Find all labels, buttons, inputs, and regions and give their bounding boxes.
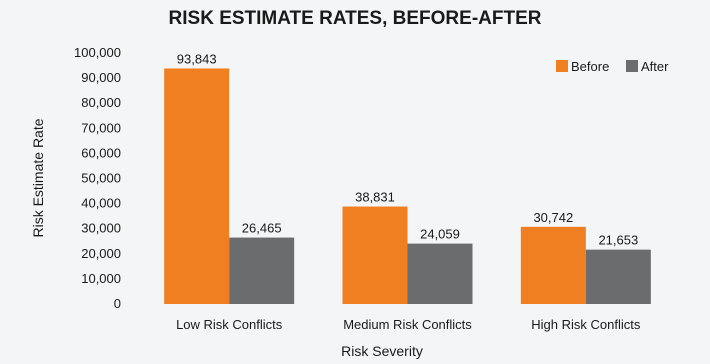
legend-swatch-before [556, 60, 568, 72]
chart-title: RISK ESTIMATE RATES, BEFORE-AFTER [169, 8, 542, 29]
data-label-after-1: 26,465 [242, 221, 282, 236]
bar-after-2 [407, 243, 473, 304]
data-label-after-2: 24,059 [420, 227, 460, 242]
data-label-before-3: 30,742 [533, 210, 573, 225]
x-axis-categories: Low Risk Conflicts Medium Risk Conflicts H… [176, 317, 641, 332]
data-label-after-3: 21,653 [598, 233, 638, 248]
x-category-label: High Risk Conflicts [531, 317, 641, 332]
bar-series [164, 68, 651, 304]
y-axis-ticks: 0 10,000 20,000 30,000 40,000 50,000 60,000 70,… [74, 45, 121, 311]
x-category-label: Medium Risk Conflicts [343, 317, 472, 332]
legend-label-after: After [641, 59, 669, 74]
y-tick-label: 100,000 [74, 45, 121, 60]
data-label-before-2: 38,831 [355, 190, 395, 205]
y-tick-label: 30,000 [81, 221, 121, 236]
y-tick-label: 60,000 [81, 145, 121, 160]
y-tick-label: 70,000 [81, 120, 121, 135]
legend: Before After [556, 59, 669, 74]
y-tick-label: 50,000 [81, 171, 121, 186]
y-axis-title: Risk Estimate Rate [30, 118, 46, 237]
bar-before-2 [342, 206, 408, 304]
data-labels: 93,843 26,465 38,831 24,059 30,742 21,653 [177, 51, 638, 247]
x-axis-title: Risk Severity [341, 343, 423, 359]
y-tick-label: 90,000 [81, 70, 121, 85]
bar-before-3 [520, 226, 586, 304]
bar-after-3 [585, 249, 651, 304]
y-tick-label: 40,000 [81, 196, 121, 211]
x-category-label: Low Risk Conflicts [176, 317, 283, 332]
bar-after-1 [229, 237, 295, 304]
data-label-before-1: 93,843 [177, 51, 217, 66]
bar-before-1 [164, 68, 230, 304]
legend-swatch-after [626, 60, 638, 72]
legend-label-before: Before [571, 59, 609, 74]
y-tick-label: 80,000 [81, 95, 121, 110]
y-tick-label: 20,000 [81, 246, 121, 261]
y-tick-label: 10,000 [81, 271, 121, 286]
y-tick-label: 0 [114, 296, 121, 311]
